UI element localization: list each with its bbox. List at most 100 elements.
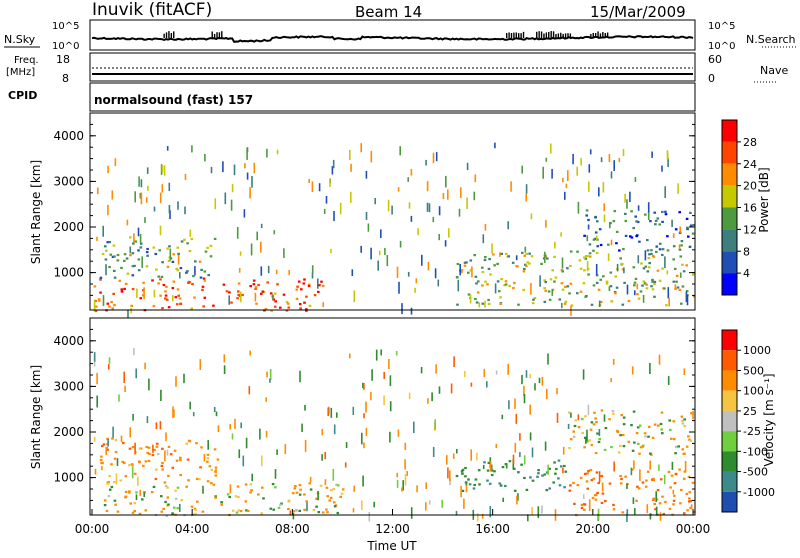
scatter-cell — [475, 301, 479, 304]
scatter-cell — [626, 513, 628, 522]
scatter-cell — [377, 260, 379, 271]
scatter-cell — [564, 191, 566, 200]
scatter-cell — [612, 503, 615, 506]
scatter-cell — [174, 296, 178, 299]
scatter-cell — [353, 485, 355, 492]
scatter-cell — [223, 354, 226, 363]
scatter-cell — [647, 266, 651, 269]
scatter-cell — [172, 406, 174, 418]
scatter-cell — [624, 234, 628, 237]
scatter-cell — [425, 502, 427, 511]
scatter-cell — [488, 258, 491, 261]
scatter-cell — [126, 272, 130, 275]
scatter-cell — [139, 192, 142, 199]
scatter-cell — [668, 419, 671, 422]
scatter-cell — [587, 404, 590, 416]
scatter-cell — [473, 191, 476, 201]
scatter-cell — [641, 284, 644, 287]
colorbar-segment — [722, 410, 737, 432]
velocity-colorbar: 1000 500 100 25 -25 -100 -500 -1000 — [721, 329, 775, 513]
scatter-cell — [410, 215, 413, 222]
scatter-cell — [583, 494, 585, 499]
scatter-cell — [590, 421, 594, 424]
scatter-cell — [584, 295, 587, 298]
scatter-cell — [108, 357, 111, 364]
scatter-cell — [482, 234, 485, 244]
power-yaxis: 4000 3000 2000 1000 — [53, 123, 695, 296]
scatter-cell — [655, 506, 658, 516]
scatter-cell — [202, 305, 205, 308]
scatter-cell — [664, 500, 667, 504]
scatter-cell — [260, 241, 262, 253]
scatter-cell — [330, 248, 332, 254]
scatter-cell — [305, 295, 308, 298]
scatter-cell — [120, 288, 124, 291]
scatter-cell — [667, 470, 671, 474]
scatter-cell — [577, 201, 580, 214]
scatter-cell — [598, 438, 601, 441]
date-title: 15/Mar/2009 — [590, 3, 686, 21]
scatter-cell — [674, 472, 678, 475]
scatter-cell — [404, 442, 407, 450]
scatter-cell — [487, 461, 491, 464]
scatter-cell — [489, 461, 492, 472]
scatter-cell — [180, 240, 184, 243]
scatter-cell — [198, 478, 201, 481]
scatter-cell — [246, 509, 250, 513]
scatter-cell — [666, 152, 669, 160]
scatter-cell — [470, 382, 473, 387]
scatter-cell — [570, 304, 574, 307]
scatter-cell — [137, 227, 140, 237]
scatter-cell — [259, 428, 261, 440]
scatter-cell — [552, 481, 555, 484]
scatter-cell — [661, 267, 664, 270]
scatter-cell — [568, 489, 572, 492]
scatter-cell — [236, 485, 240, 488]
scatter-cell — [514, 398, 516, 409]
scatter-cell — [102, 443, 106, 446]
scatter-cell — [261, 486, 264, 489]
scatter-cell — [306, 502, 308, 512]
scatter-cell — [689, 224, 693, 227]
freq-unit-label: [MHz] — [6, 67, 35, 78]
scatter-cell — [311, 272, 314, 279]
scatter-cell — [650, 285, 653, 288]
scatter-cell — [646, 270, 650, 273]
scatter-cell — [250, 243, 253, 256]
scatter-cell — [164, 297, 167, 300]
scatter-cell — [438, 234, 440, 241]
scatter-cell — [636, 485, 639, 488]
scatter-cell — [129, 254, 132, 257]
scatter-cell — [168, 182, 171, 192]
scatter-cell — [167, 445, 171, 448]
freq-panel-frame — [89, 52, 696, 82]
scatter-cell — [130, 463, 134, 466]
scatter-cell — [516, 265, 519, 268]
scatter-cell — [252, 283, 256, 286]
scatter-cell — [610, 378, 612, 383]
scatter-cell — [222, 283, 226, 286]
power-panel-frame — [89, 112, 696, 311]
scatter-cell — [141, 498, 144, 501]
scatter-cell — [249, 483, 253, 486]
scatter-cell — [238, 449, 241, 459]
scatter-cell — [266, 281, 269, 284]
scatter-cell — [199, 359, 202, 370]
scatter-cell — [661, 210, 664, 213]
scatter-cell — [668, 507, 672, 510]
scatter-cell — [185, 271, 188, 274]
scatter-cell — [410, 307, 413, 315]
scatter-cell — [108, 241, 111, 244]
scatter-cell — [672, 503, 675, 506]
scatter-cell — [186, 242, 189, 245]
scatter-cell — [658, 502, 662, 505]
nave-tick-bottom: 0 — [708, 72, 715, 85]
scatter-cell — [584, 472, 587, 475]
scatter-cell — [124, 282, 128, 285]
scatter-cell — [141, 256, 143, 269]
station-title: Inuvik (fitACF) — [92, 0, 212, 20]
scatter-cell — [672, 245, 676, 248]
scatter-cell — [160, 510, 164, 513]
scatter-cell — [581, 418, 584, 421]
scatter-cell — [166, 265, 170, 268]
